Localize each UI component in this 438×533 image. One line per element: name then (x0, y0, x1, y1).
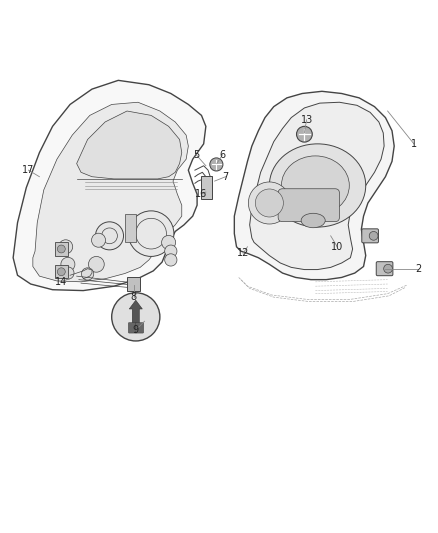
Polygon shape (77, 111, 182, 179)
Polygon shape (13, 80, 206, 290)
Polygon shape (33, 102, 188, 282)
Text: 2: 2 (415, 264, 421, 273)
Circle shape (255, 189, 283, 217)
FancyBboxPatch shape (362, 229, 378, 243)
FancyBboxPatch shape (278, 189, 339, 222)
FancyBboxPatch shape (127, 278, 140, 290)
Circle shape (384, 264, 392, 273)
Polygon shape (129, 300, 142, 325)
Text: 12: 12 (237, 248, 249, 259)
Circle shape (92, 233, 106, 247)
Circle shape (62, 267, 74, 279)
Text: 10: 10 (331, 242, 343, 252)
Circle shape (162, 236, 176, 249)
Circle shape (57, 245, 65, 253)
Text: 16: 16 (195, 189, 208, 199)
Text: 7: 7 (223, 172, 229, 182)
Circle shape (248, 182, 290, 224)
Polygon shape (234, 91, 394, 280)
Text: 8: 8 (131, 292, 137, 302)
Circle shape (369, 231, 378, 240)
Bar (125, 214, 136, 243)
Polygon shape (37, 108, 184, 281)
Circle shape (165, 254, 177, 266)
Circle shape (95, 222, 124, 250)
Circle shape (88, 256, 104, 272)
FancyBboxPatch shape (135, 322, 144, 333)
Text: 6: 6 (219, 150, 226, 160)
FancyBboxPatch shape (55, 265, 68, 278)
Circle shape (297, 126, 312, 142)
Text: 17: 17 (22, 165, 35, 175)
Polygon shape (250, 102, 384, 270)
Text: 13: 13 (300, 115, 313, 125)
Text: 5: 5 (193, 150, 199, 160)
Text: 9: 9 (133, 325, 139, 335)
Circle shape (57, 268, 65, 276)
Text: 1: 1 (411, 139, 417, 149)
Ellipse shape (301, 213, 325, 228)
Circle shape (59, 240, 73, 254)
FancyBboxPatch shape (376, 262, 393, 276)
Circle shape (210, 158, 223, 171)
Circle shape (165, 245, 177, 257)
FancyBboxPatch shape (55, 243, 68, 255)
Circle shape (128, 211, 174, 256)
FancyBboxPatch shape (201, 176, 212, 199)
Text: 14: 14 (55, 277, 67, 287)
Ellipse shape (269, 144, 366, 227)
FancyBboxPatch shape (128, 322, 137, 333)
Circle shape (61, 257, 75, 271)
Ellipse shape (281, 156, 350, 215)
Circle shape (81, 268, 94, 280)
Circle shape (112, 293, 160, 341)
